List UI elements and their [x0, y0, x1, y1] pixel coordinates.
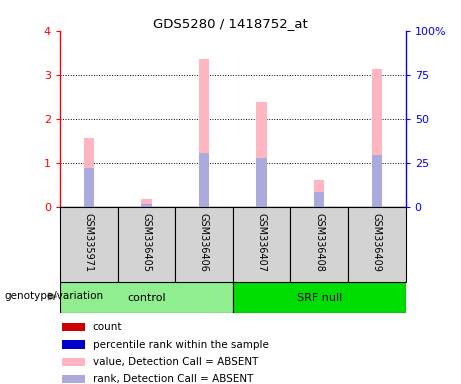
- FancyArrow shape: [48, 293, 57, 300]
- Bar: [314, 180, 325, 207]
- Text: GDS5280 / 1418752_at: GDS5280 / 1418752_at: [153, 17, 308, 30]
- Bar: [62, 323, 85, 331]
- Text: GSM336405: GSM336405: [142, 214, 151, 272]
- Bar: [175, 207, 233, 282]
- Bar: [60, 207, 118, 282]
- Bar: [62, 375, 85, 383]
- Text: rank, Detection Call = ABSENT: rank, Detection Call = ABSENT: [93, 374, 253, 384]
- Text: GSM336407: GSM336407: [257, 214, 266, 272]
- Text: control: control: [127, 293, 165, 303]
- Bar: [199, 60, 209, 207]
- Bar: [372, 69, 382, 207]
- Bar: [62, 358, 85, 366]
- Text: SRF null: SRF null: [296, 293, 342, 303]
- Bar: [233, 207, 290, 282]
- Bar: [314, 192, 325, 207]
- Text: GSM336406: GSM336406: [199, 214, 209, 272]
- Text: value, Detection Call = ABSENT: value, Detection Call = ABSENT: [93, 357, 258, 367]
- Text: GSM335971: GSM335971: [84, 214, 94, 273]
- Text: genotype/variation: genotype/variation: [5, 291, 104, 301]
- Text: percentile rank within the sample: percentile rank within the sample: [93, 339, 269, 349]
- Bar: [199, 154, 209, 207]
- Bar: [348, 207, 406, 282]
- Text: GSM336408: GSM336408: [314, 214, 324, 272]
- Bar: [233, 282, 406, 313]
- Text: count: count: [93, 322, 122, 332]
- Bar: [83, 169, 94, 207]
- Bar: [60, 282, 233, 313]
- Bar: [372, 155, 382, 207]
- Bar: [141, 199, 152, 207]
- Bar: [83, 138, 94, 207]
- Bar: [256, 102, 267, 207]
- Bar: [256, 158, 267, 207]
- Text: GSM336409: GSM336409: [372, 214, 382, 272]
- Bar: [118, 207, 175, 282]
- Bar: [290, 207, 348, 282]
- Bar: [141, 204, 152, 207]
- Bar: [62, 341, 85, 349]
